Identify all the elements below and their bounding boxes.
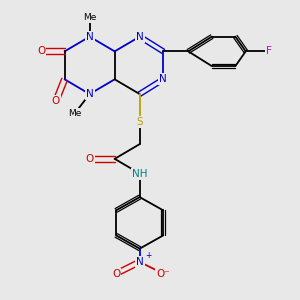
Text: N: N [86,32,94,42]
Text: O: O [112,269,120,279]
Text: O: O [52,96,60,106]
Text: N: N [86,89,94,99]
Text: F: F [266,46,272,56]
Text: +: + [145,251,152,260]
Text: O: O [37,46,45,56]
Text: N: N [159,74,167,84]
Text: N: N [136,32,144,42]
Text: NH: NH [132,169,147,178]
Text: O: O [85,154,94,164]
Text: N: N [136,257,144,267]
Text: Me: Me [83,13,96,22]
Text: Me: Me [68,109,82,118]
Text: S: S [136,117,143,127]
Text: O⁻: O⁻ [156,269,170,279]
